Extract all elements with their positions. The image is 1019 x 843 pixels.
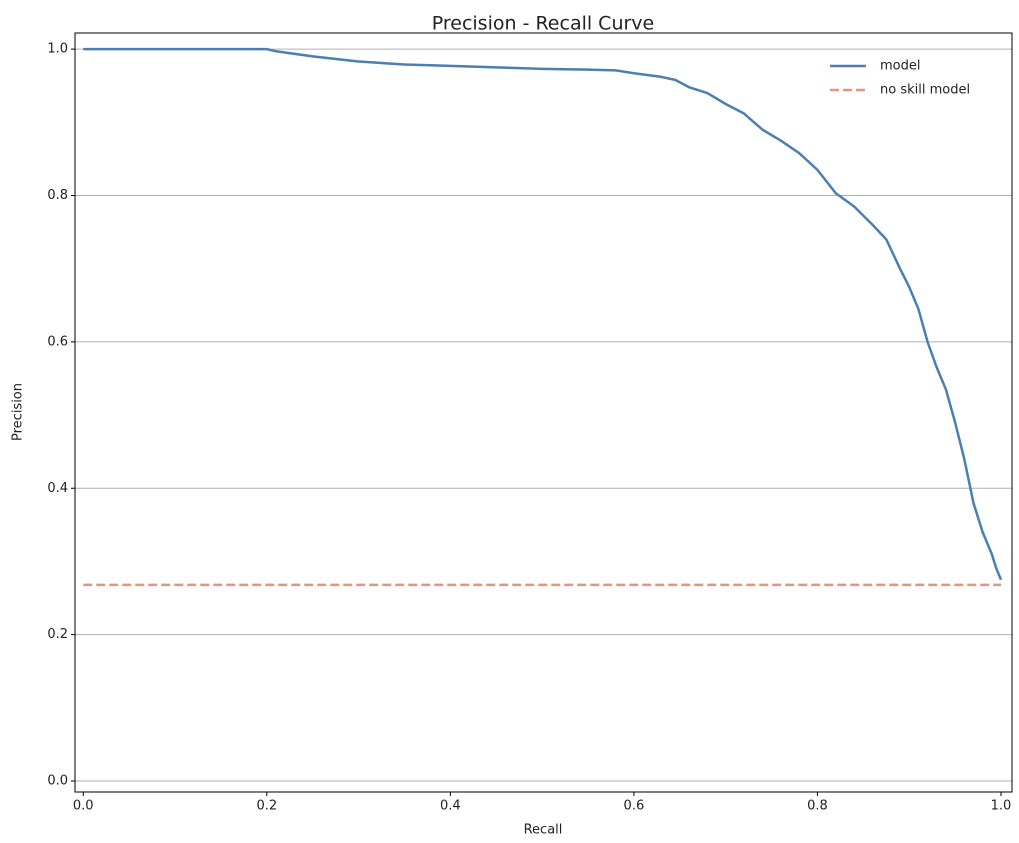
y-tick-label: 0.2 [47,627,68,642]
x-tick-label: 0.6 [624,799,645,814]
line-series [83,47,1003,581]
legend-label: model [880,59,920,74]
x-tick-label: 0.2 [256,799,277,814]
y-tick-label: 1.0 [47,42,68,57]
y-axis-label: Precision [11,383,26,441]
legend-label: no skill model [880,83,970,98]
y-tick-label: 0.0 [47,774,68,789]
x-tick-label: 0.8 [807,799,828,814]
chart-title: Precision - Recall Curve [432,13,655,35]
x-tick-label: 0.0 [73,799,94,814]
x-axis-label: Recall [524,823,563,838]
y-tick-label: 0.4 [47,481,68,496]
x-tick-label: 1.0 [991,799,1012,814]
plot-frame [74,32,1013,793]
y-tick-label: 0.8 [47,188,68,203]
y-tick-label: 0.6 [47,334,68,349]
x-tick-label: 0.4 [440,799,461,814]
